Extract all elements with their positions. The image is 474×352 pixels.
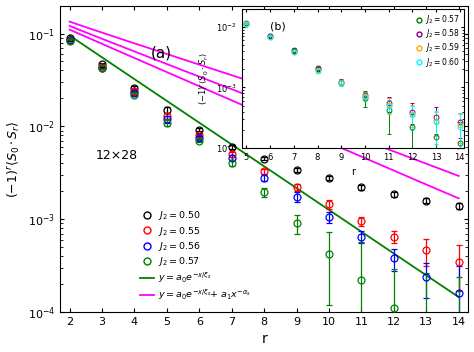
X-axis label: r: r [261,332,267,346]
Text: 12×28: 12×28 [96,149,137,162]
Y-axis label: $(-1)^r\langle S_0\cdot S_r\rangle$: $(-1)^r\langle S_0\cdot S_r\rangle$ [6,120,22,197]
Legend: $J_2=0.50$, $J_2=0.55$, $J_2=0.56$, $J_2=0.57$, $y=a_0e^{-x/\xi_s}$, $y=a_0e^{-x: $J_2=0.50$, $J_2=0.55$, $J_2=0.56$, $J_2… [138,207,253,304]
Text: (a): (a) [151,46,172,61]
